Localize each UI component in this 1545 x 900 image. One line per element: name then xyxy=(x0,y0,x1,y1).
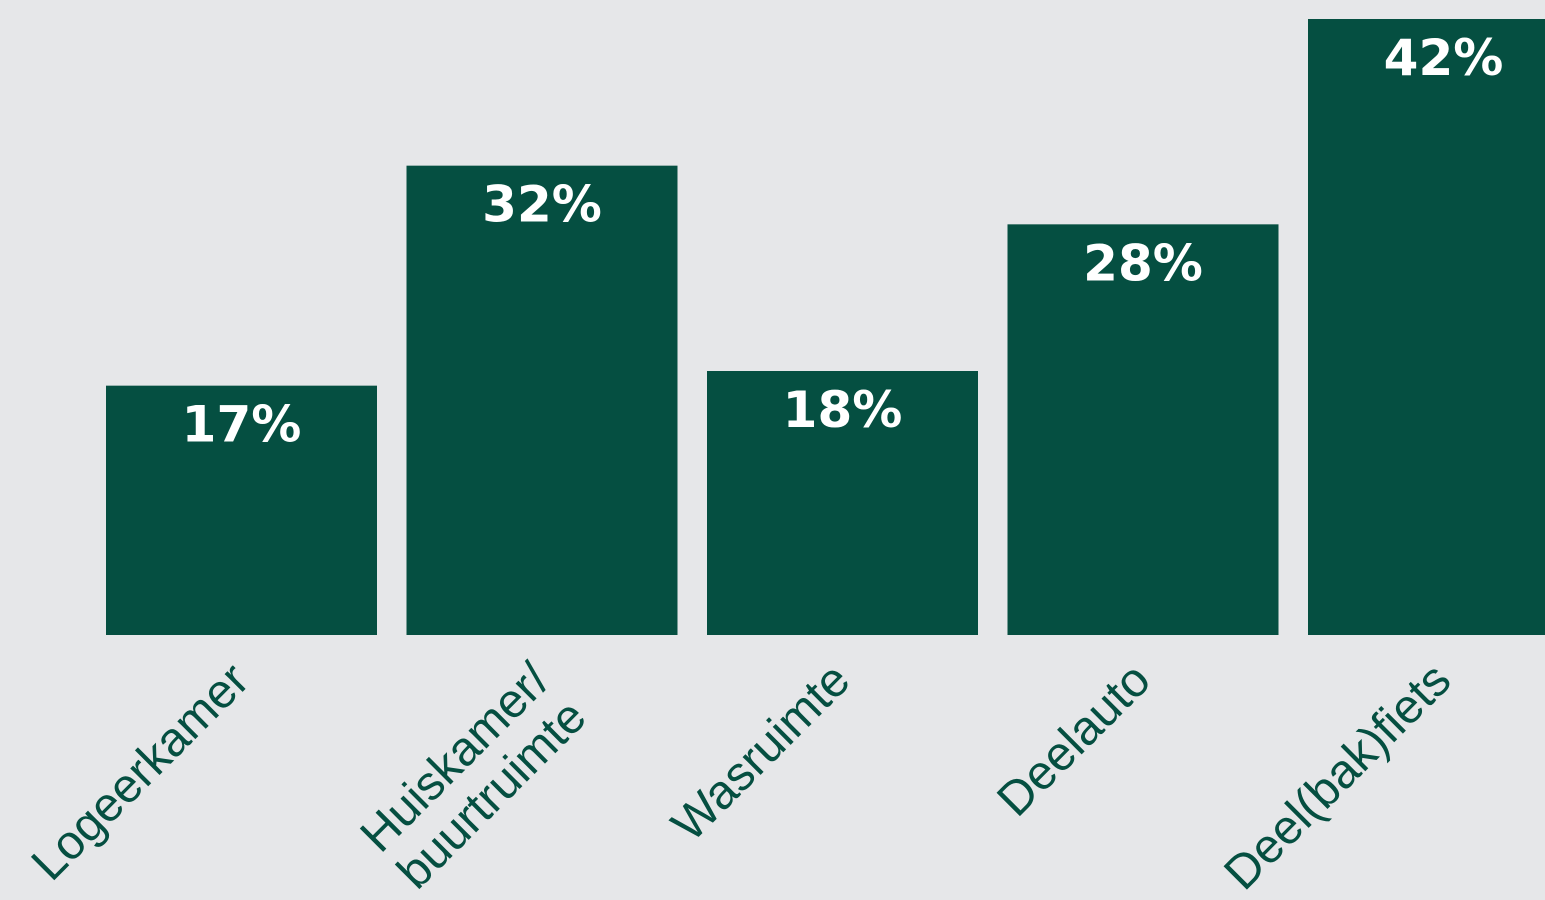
bar-4 xyxy=(1007,224,1279,636)
value-labels-group: 17% 32% 18% 28% 42% xyxy=(182,29,1504,454)
category-label-5: Deel(bak)fiets xyxy=(1214,653,1461,900)
value-label-4: 28% xyxy=(1083,234,1203,292)
category-label-line: Wasruimte xyxy=(662,653,860,851)
bars-group xyxy=(106,19,1545,636)
bar-1 xyxy=(106,385,377,635)
category-label-line: Deel(bak)fiets xyxy=(1214,653,1461,900)
value-label-3: 18% xyxy=(783,381,903,439)
category-label-1: Logeerkamer xyxy=(22,653,259,890)
category-label-3: Wasruimte xyxy=(662,653,860,851)
value-label-5: 42% xyxy=(1384,29,1504,87)
category-label-4: Deelauto xyxy=(987,653,1160,826)
bar-3 xyxy=(707,371,978,635)
category-labels-group: Logeerkamer Huiskamer/buurtruimte Wasruimt… xyxy=(22,653,1461,900)
category-label-line: Logeerkamer xyxy=(22,653,259,890)
value-label-1: 17% xyxy=(182,396,302,454)
category-label-line: Deelauto xyxy=(987,653,1160,826)
value-label-2: 32% xyxy=(482,176,602,234)
category-label-2: Huiskamer/buurtruimte xyxy=(351,653,597,899)
bar-2 xyxy=(406,165,678,635)
bar-5 xyxy=(1308,19,1545,635)
